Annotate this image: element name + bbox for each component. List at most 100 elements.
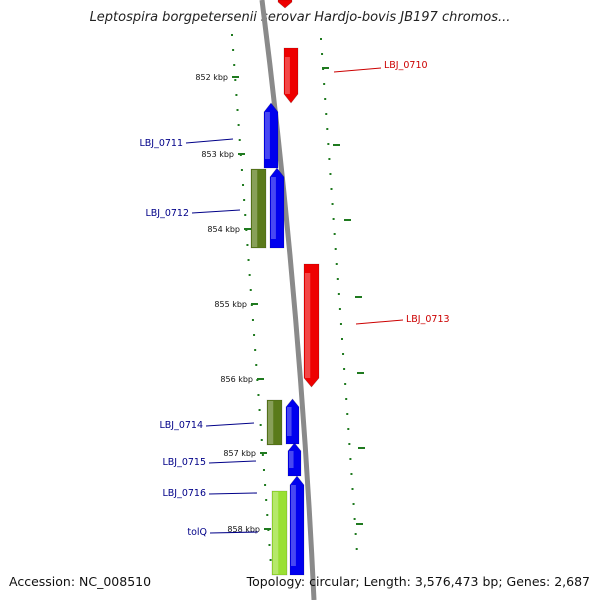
gene-arrow-highlight	[291, 485, 296, 566]
gene-lbj_0710[interactable]	[283, 47, 299, 104]
gene-label-leader	[205, 422, 255, 427]
tick-dots-right	[320, 38, 365, 550]
gene-arrow[interactable]	[263, 102, 279, 169]
gene-arrow-highlight	[271, 177, 276, 239]
minor-tick-dot	[262, 469, 265, 471]
gene-unlabeled-0[interactable]	[277, 0, 293, 9]
kbp-scale: 852 kbp 853 kbp 854 kbp 855 kbp 856 kbp 857 k…	[195, 73, 271, 534]
gene-label-lbj_0713[interactable]: LBJ_0713	[406, 314, 450, 325]
minor-tick-dot	[269, 559, 272, 561]
minor-tick-dot	[324, 98, 327, 100]
gene-arrow[interactable]	[283, 47, 299, 104]
gene-lbj_0715[interactable]	[287, 442, 302, 477]
minor-tick-dot	[254, 349, 257, 351]
minor-tick-dot	[330, 188, 333, 190]
minor-tick-dot	[255, 364, 258, 366]
minor-tick-dot	[323, 83, 326, 85]
minor-tick-dot	[351, 488, 354, 490]
minor-tick-dot	[344, 383, 347, 385]
minor-tick-dot	[242, 184, 245, 186]
gene-arrow[interactable]	[277, 0, 293, 9]
minor-tick-dot	[346, 413, 349, 415]
gene-label-lbj_0712[interactable]: LBJ_0712	[145, 208, 189, 219]
minor-tick-dot	[320, 38, 322, 40]
minor-tick-dot	[333, 233, 336, 235]
minor-tick-dot	[238, 139, 241, 141]
gene-arrow-highlight	[273, 492, 279, 574]
minor-tick-dot	[338, 308, 341, 310]
minor-tick-dot	[353, 518, 356, 520]
minor-tick-dot	[355, 548, 358, 550]
gene-arrow[interactable]	[285, 398, 300, 445]
gene-label-leader	[185, 138, 234, 144]
gene-label-leader	[355, 319, 404, 325]
gene-label-tolq[interactable]: tolQ	[187, 527, 207, 538]
minor-tick-dot	[332, 218, 335, 220]
gene-unlabeled-4[interactable]	[269, 167, 285, 249]
gene-label-leader	[191, 209, 241, 214]
minor-tick-dot	[258, 409, 261, 411]
minor-tick-dot	[232, 49, 235, 51]
minor-tick-dot	[233, 64, 236, 66]
gene-label-leader	[333, 67, 382, 73]
minor-tick-dot	[354, 533, 357, 535]
gene-lbj_0711[interactable]	[263, 102, 279, 169]
minor-tick-dot	[231, 34, 233, 36]
minor-tick-dot	[331, 203, 334, 205]
gene-label-lbj_0716[interactable]: LBJ_0716	[162, 488, 206, 499]
gene-arrow[interactable]	[269, 167, 285, 249]
gene-arrow[interactable]	[250, 168, 267, 249]
gene-label-lbj_0710[interactable]: LBJ_0710	[384, 60, 428, 71]
minor-tick-dot	[352, 503, 355, 505]
gene-arrow[interactable]	[303, 263, 320, 388]
minor-tick-dot	[343, 368, 346, 370]
gene-arrow[interactable]	[266, 399, 283, 446]
gene-lbj_0716[interactable]	[289, 475, 305, 576]
gene-arrow[interactable]	[289, 475, 305, 576]
map-title: Leptospira borgpetersenii serovar Hardjo…	[89, 10, 511, 25]
gene-label-lbj_0714[interactable]: LBJ_0714	[159, 420, 203, 431]
minor-tick-dot	[335, 263, 338, 265]
minor-tick-dot	[341, 338, 343, 340]
gene-lbj_0712[interactable]	[250, 168, 267, 249]
gene-arrow-highlight	[268, 401, 274, 444]
minor-tick-dot	[345, 398, 348, 400]
minor-tick-dot	[347, 428, 350, 430]
genome-summary-text: Topology: circular; Length: 3,576,473 bp…	[246, 574, 590, 589]
gene-unlabeled-7[interactable]	[285, 398, 300, 445]
minor-tick-dot	[249, 289, 252, 291]
gene-arrow-highlight	[287, 407, 292, 436]
gene-label-leader	[208, 460, 257, 464]
gene-tolq[interactable]	[271, 490, 288, 576]
minor-tick-dot	[235, 94, 238, 96]
gene-arrow[interactable]	[271, 490, 288, 576]
minor-tick-dot	[329, 173, 332, 175]
minor-tick-dot	[257, 394, 260, 396]
gene-arrow-highlight	[285, 57, 290, 94]
minor-tick-dot	[264, 484, 267, 486]
gene-label-leader	[209, 531, 259, 534]
gene-arrow-highlight	[252, 170, 258, 247]
minor-tick-dot	[325, 113, 328, 115]
minor-tick-dot	[327, 143, 330, 145]
minor-tick-dot	[240, 169, 243, 171]
minor-tick-dot	[265, 499, 268, 501]
gene-lbj_0714[interactable]	[266, 399, 283, 446]
gene-arrow[interactable]	[287, 442, 302, 477]
gene-label-lbj_0715[interactable]: LBJ_0715	[162, 457, 206, 468]
accession-text: Accession: NC_008510	[9, 574, 152, 589]
minor-tick-dot	[243, 199, 246, 201]
tick-label: 856 kbp	[220, 375, 253, 384]
gene-lbj_0713[interactable]	[303, 263, 320, 388]
gene-arrow-highlight	[265, 112, 270, 159]
tick-label: 858 kbp	[227, 525, 260, 534]
minor-tick-dot	[251, 319, 254, 321]
tick-label: 852 kbp	[195, 73, 228, 82]
gene-label-lbj_0711[interactable]: LBJ_0711	[139, 138, 183, 149]
chromosome-backbone	[259, 0, 317, 600]
minor-tick-dot	[328, 158, 331, 160]
minor-tick-dot	[237, 124, 240, 126]
minor-tick-dot	[236, 109, 239, 111]
minor-tick-dot	[321, 53, 324, 55]
